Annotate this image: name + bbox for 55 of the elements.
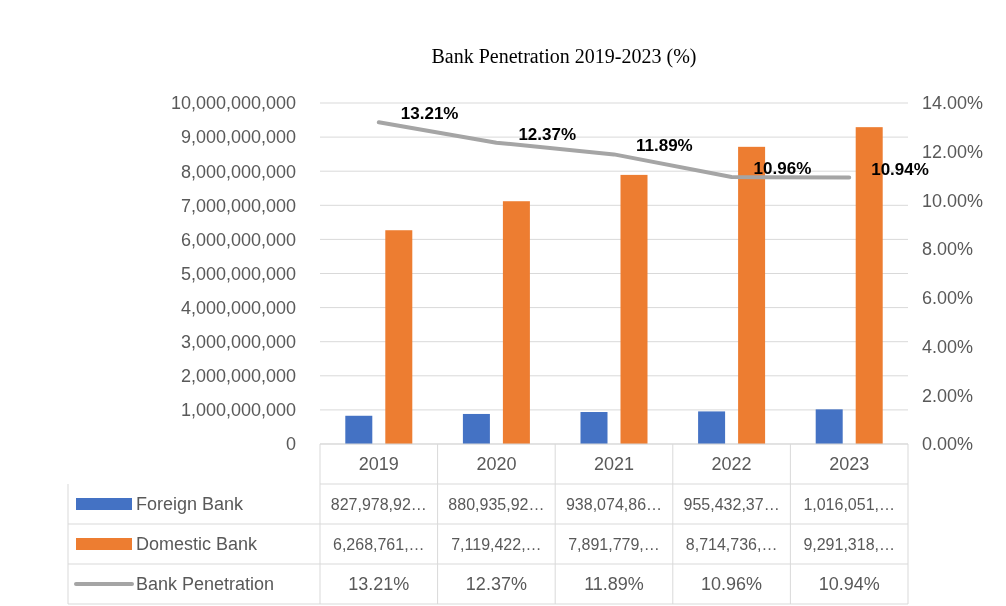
text: 12.37% (518, 124, 577, 144)
data-label: 938,074,86… (565, 495, 663, 513)
bar (345, 415, 373, 444)
y-tick-label: 10,000,000,000 (170, 93, 296, 114)
bar (620, 174, 648, 444)
y-tick-label: 9,000,000,000 (180, 127, 296, 148)
data-label: 1,016,051,… (803, 495, 896, 513)
data-label: 11.89% (584, 574, 644, 595)
x-tick-label: 2021 (593, 454, 635, 475)
y2-tick-label: 10.00% (922, 190, 984, 211)
text: 13.21% (400, 104, 459, 124)
line-series (376, 120, 852, 180)
legend-label: Domestic Bank (136, 534, 259, 555)
data-label: 10.94% (818, 574, 880, 595)
x-tick-label: 2020 (476, 454, 517, 475)
y-tick-label: 5,000,000,000 (180, 263, 296, 284)
y2-tick-label: 6.00% (922, 288, 974, 309)
y2-tick-label: 14.00% (922, 93, 984, 114)
data-label: 10.96% (701, 574, 763, 595)
text: 11.89% (636, 136, 693, 156)
bar (815, 409, 843, 444)
y-tick-label: 6,000,000,000 (180, 229, 296, 250)
data-label: 13.21% (348, 574, 410, 595)
legend-label: Foreign Bank (136, 494, 245, 515)
data-label: 7,119,422,… (451, 535, 542, 553)
data-label: 8,714,736,… (685, 535, 778, 553)
y-tick-label: 8,000,000,000 (180, 161, 296, 182)
y-tick-label: 2,000,000,000 (180, 366, 296, 387)
y2-tick-label: 0.00% (922, 434, 974, 455)
legend-label: Bank Penetration (136, 574, 275, 595)
x-tick-label: 2023 (829, 454, 870, 475)
bar (580, 412, 608, 444)
bar (462, 413, 490, 444)
bar (502, 201, 530, 444)
data-label: 12.37% (465, 574, 527, 595)
data-label: 827,978,92… (330, 495, 427, 513)
y-tick-label: 1,000,000,000 (180, 400, 296, 421)
chart-title: Bank Penetration 2019-2023 (%) (431, 45, 697, 68)
y2-tick-label: 12.00% (922, 142, 984, 163)
y2-tick-label: 4.00% (922, 336, 974, 357)
data-label: 955,432,37… (683, 495, 780, 513)
y-tick-label: 3,000,000,000 (180, 332, 296, 352)
data-label: 880,935,92… (448, 495, 545, 513)
y2-tick-label: 2.00% (922, 385, 974, 406)
data-label: 7,891,779,… (568, 535, 660, 553)
bar (698, 411, 726, 444)
data-label: 9,291,318,… (803, 535, 896, 553)
y-tick-label: 0 (285, 434, 296, 455)
data-label: 6,268,761,… (332, 535, 425, 553)
x-tick-label: 2022 (711, 454, 752, 475)
bar (385, 230, 413, 444)
y-tick-label: 7,000,000,000 (180, 195, 296, 216)
y-tick-label: 4,000,000,000 (180, 297, 296, 318)
x-tick-label: 2019 (358, 454, 399, 475)
y2-tick-label: 8.00% (922, 239, 974, 260)
